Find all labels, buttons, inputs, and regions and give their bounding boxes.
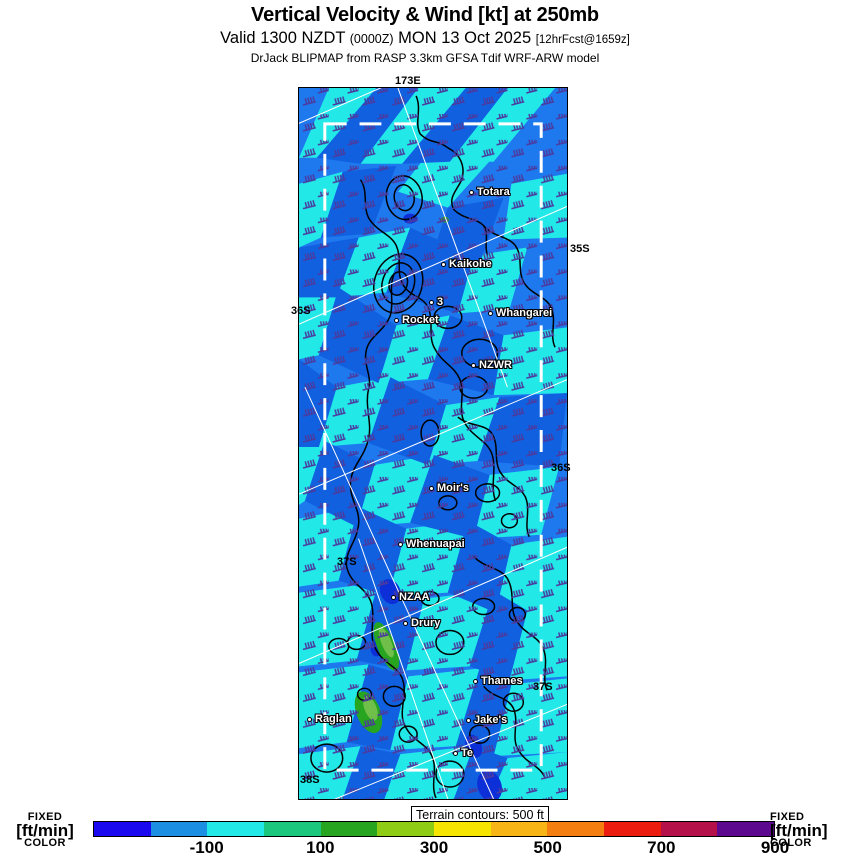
place-marker-whenuapai [398, 542, 403, 547]
page-title: Vertical Velocity & Wind [kt] at 250mb [251, 4, 599, 26]
colorbar-segment-5 [377, 822, 435, 836]
weather-map[interactable] [298, 87, 568, 800]
colorbar-units-left: FIXED [ft/min] COLOR [2, 812, 88, 849]
place-marker-drury [403, 621, 408, 626]
colorbar-segment-0 [94, 822, 151, 836]
colorbar-fixed-label-right: FIXED [770, 811, 805, 823]
colorbar-segment-2 [207, 822, 265, 836]
colorbar-fixed-label-left: FIXED [27, 811, 63, 823]
colorbar-segment-3 [264, 822, 321, 836]
map-canvas [299, 88, 567, 799]
grid-label-35s-1: 35S [570, 243, 590, 255]
place-marker-moir-s [429, 486, 434, 491]
colorbar-color-label-left: COLOR [24, 837, 66, 849]
valid-time-prefix: Valid 1300 NZDT [220, 29, 346, 47]
place-marker-whangarei [488, 311, 493, 316]
place-marker-raglan [307, 717, 312, 722]
place-marker-rocket [394, 318, 399, 323]
grid-label-173e-0: 173E [395, 75, 421, 87]
colorbar-units-right: FIXED [ft/min] COLOR [770, 812, 850, 849]
model-source-line: DrJack BLIPMAP from RASP 3.3km GFSA Tdif… [250, 51, 600, 65]
place-marker-thames [473, 679, 478, 684]
header-block: Vertical Velocity & Wind [kt] at 250mb V… [0, 0, 850, 66]
latlon-grid [299, 88, 567, 799]
valid-time-line: Valid 1300 NZDT (0000Z) MON 13 Oct 2025 … [0, 28, 850, 50]
valid-time-utc: (0000Z) [349, 32, 394, 46]
valid-date: MON 13 Oct 2025 [398, 29, 532, 47]
colorbar-tick-700: 700 [647, 838, 676, 857]
colorbar-color-label-right: COLOR [770, 837, 812, 849]
colorbar-segment-9 [604, 822, 661, 836]
terrain-contour-note: Terrain contours: 500 ft [411, 806, 549, 825]
place-marker-nzwr [471, 363, 476, 368]
colorbar-segment-10 [660, 822, 718, 836]
colorbar-segment-8 [547, 822, 605, 836]
place-marker-jake-s [466, 718, 471, 723]
place-marker-kaikohe [441, 262, 446, 267]
colorbar-tick--100: -100 [189, 838, 224, 857]
colorbar-tick-500: 500 [533, 838, 562, 857]
colorbar-units-label-right: [ft/min] [770, 821, 828, 840]
colorbar-tick-100: 100 [306, 838, 335, 857]
colorbar-tick-900: 900 [760, 838, 790, 857]
colorbar-segment-4 [320, 822, 378, 836]
colorbar[interactable] [93, 821, 775, 837]
wind-barb-field [299, 88, 567, 799]
colorbar-tick-300: 300 [419, 838, 449, 857]
colorbar-segment-7 [490, 822, 548, 836]
colorbar-segment-11 [717, 822, 775, 836]
colorbar-segment-1 [150, 822, 208, 836]
colorbar-units-label-left: [ft/min] [16, 821, 74, 840]
forecast-tag: [12hrFcst@1659z] [535, 34, 630, 46]
place-marker-3 [429, 300, 434, 305]
place-marker-te [453, 751, 458, 756]
place-marker-totara [469, 190, 474, 195]
colorbar-tick-labels: -100 100 300 500 700 900 [93, 838, 790, 860]
colorbar-segment-6 [434, 822, 491, 836]
place-marker-nzaa [391, 595, 396, 600]
model-domain-box [323, 122, 543, 772]
